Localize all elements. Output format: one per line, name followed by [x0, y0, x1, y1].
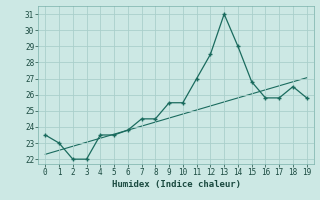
X-axis label: Humidex (Indice chaleur): Humidex (Indice chaleur)	[111, 180, 241, 189]
